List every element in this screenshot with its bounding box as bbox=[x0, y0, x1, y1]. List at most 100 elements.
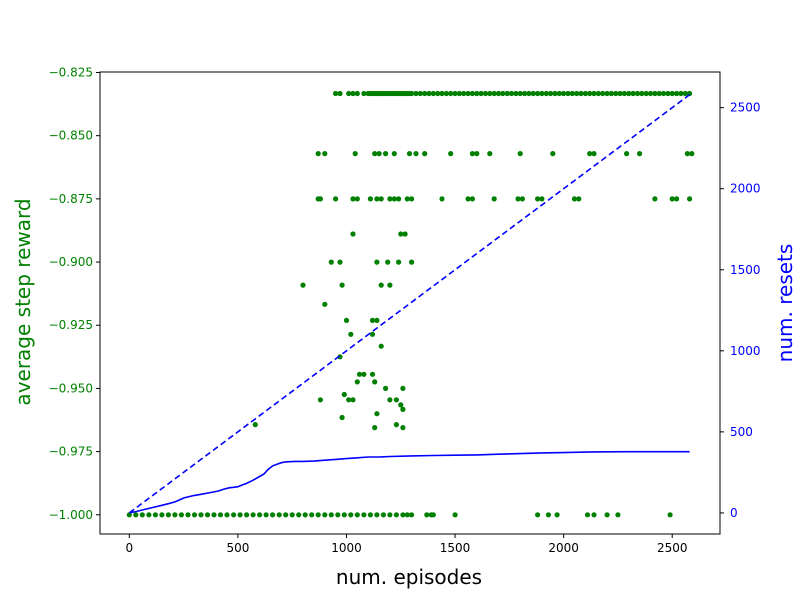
scatter-point bbox=[687, 196, 693, 202]
scatter-point bbox=[337, 354, 343, 360]
scatter-point bbox=[565, 90, 571, 97]
scatter-point bbox=[296, 512, 302, 518]
scatter-point bbox=[519, 196, 526, 202]
scatter-point bbox=[348, 331, 354, 337]
scatter-point bbox=[576, 196, 582, 202]
scatter-point bbox=[469, 196, 475, 202]
scatter-point bbox=[417, 90, 423, 97]
left-y-tick-label: −0.900 bbox=[49, 255, 93, 269]
scatter-point bbox=[508, 90, 515, 97]
scatter-point bbox=[621, 90, 628, 97]
right-y-tick-label: 1000 bbox=[730, 344, 761, 358]
scatter-point bbox=[354, 196, 360, 202]
scatter-point bbox=[535, 196, 541, 202]
scatter-point bbox=[322, 301, 328, 307]
scatter-point bbox=[328, 259, 334, 265]
scatter-point bbox=[439, 196, 445, 202]
scatter-point bbox=[372, 151, 378, 157]
scatter-point bbox=[604, 90, 610, 97]
scatter-point bbox=[333, 196, 339, 202]
scatter-point bbox=[647, 90, 654, 97]
scatter-point bbox=[354, 512, 360, 518]
scatter-point bbox=[474, 151, 480, 157]
scatter-point bbox=[270, 512, 276, 518]
scatter-point bbox=[159, 512, 165, 518]
scatter-point bbox=[343, 317, 350, 323]
scatter-point bbox=[146, 512, 152, 518]
scatter-point bbox=[639, 90, 645, 97]
scatter-point bbox=[615, 512, 621, 518]
scatter-point bbox=[172, 512, 178, 518]
scatter-point bbox=[204, 512, 211, 518]
scatter-point bbox=[352, 151, 358, 157]
x-tick-label: 500 bbox=[226, 541, 249, 555]
scatter-point bbox=[456, 90, 462, 97]
right-y-axis-ticks: 0 500 1000 1500 2000 2500 bbox=[720, 101, 761, 520]
scatter-point bbox=[348, 512, 354, 518]
scatter-point bbox=[374, 512, 380, 518]
scatter-point bbox=[517, 90, 523, 97]
scatter-point bbox=[409, 259, 415, 265]
scatter-point bbox=[374, 196, 380, 202]
scatter-point bbox=[315, 151, 321, 157]
dashed-resets-line bbox=[128, 94, 691, 514]
scatter-point bbox=[404, 512, 410, 518]
scatter-point bbox=[630, 90, 636, 97]
scatter-point bbox=[491, 90, 497, 97]
scatter-point bbox=[539, 196, 545, 202]
scatter-point bbox=[237, 512, 243, 518]
scatter-point bbox=[569, 90, 575, 97]
scatter-point bbox=[341, 391, 347, 398]
scatter-point bbox=[522, 90, 528, 97]
scatter-point bbox=[283, 512, 289, 518]
scatter-point bbox=[302, 512, 308, 518]
scatter-point bbox=[424, 512, 430, 518]
scatter-point bbox=[448, 151, 454, 157]
scatter-point bbox=[393, 512, 399, 518]
scatter-point bbox=[356, 371, 363, 377]
scatter-point bbox=[374, 259, 380, 265]
scatter-point bbox=[539, 90, 545, 97]
scatter-point bbox=[350, 231, 356, 237]
scatter-point bbox=[504, 90, 510, 97]
scatter-point bbox=[367, 512, 373, 518]
scatter-point bbox=[487, 151, 493, 157]
scatter-point bbox=[406, 151, 413, 157]
scatter-point bbox=[404, 196, 410, 202]
scatter-point bbox=[398, 402, 404, 408]
scatter-point bbox=[300, 282, 306, 288]
scatter-point bbox=[387, 397, 393, 403]
scatter-point bbox=[378, 343, 384, 349]
scatter-point bbox=[452, 512, 458, 518]
scatter-point bbox=[667, 512, 673, 518]
scatter-point bbox=[391, 196, 397, 202]
scatter-point bbox=[637, 151, 643, 157]
scatter-point bbox=[426, 90, 432, 97]
scatter-point bbox=[139, 512, 145, 518]
scatter-point bbox=[328, 512, 334, 518]
scatter-point bbox=[548, 90, 554, 97]
left-y-tick-label: −1.000 bbox=[49, 508, 93, 522]
scatter-point bbox=[535, 90, 541, 97]
scatter-point bbox=[556, 90, 562, 97]
scatter-point bbox=[317, 196, 323, 202]
left-y-axis-ticks: −1.000 −0.975 −0.950 −0.925 −0.900 −0.875 −0.8… bbox=[49, 66, 100, 522]
scatter-point bbox=[409, 196, 415, 202]
scatter-point bbox=[660, 90, 667, 97]
scatter-point bbox=[339, 414, 345, 421]
right-y-tick-label: 2500 bbox=[730, 101, 761, 115]
scatter-point bbox=[398, 231, 404, 237]
scatter-point bbox=[322, 512, 328, 518]
scatter-point bbox=[393, 397, 399, 403]
scatter-point bbox=[674, 90, 680, 97]
scatter-point bbox=[587, 90, 593, 97]
x-axis-label: num. episodes bbox=[336, 565, 482, 589]
scatter-point bbox=[346, 90, 352, 97]
scatter-point bbox=[682, 90, 688, 97]
scatter-point bbox=[372, 379, 378, 385]
scatter-point bbox=[482, 90, 489, 97]
scatter-point bbox=[554, 512, 560, 518]
scatter-point bbox=[550, 151, 556, 157]
scatter-point bbox=[152, 512, 158, 518]
